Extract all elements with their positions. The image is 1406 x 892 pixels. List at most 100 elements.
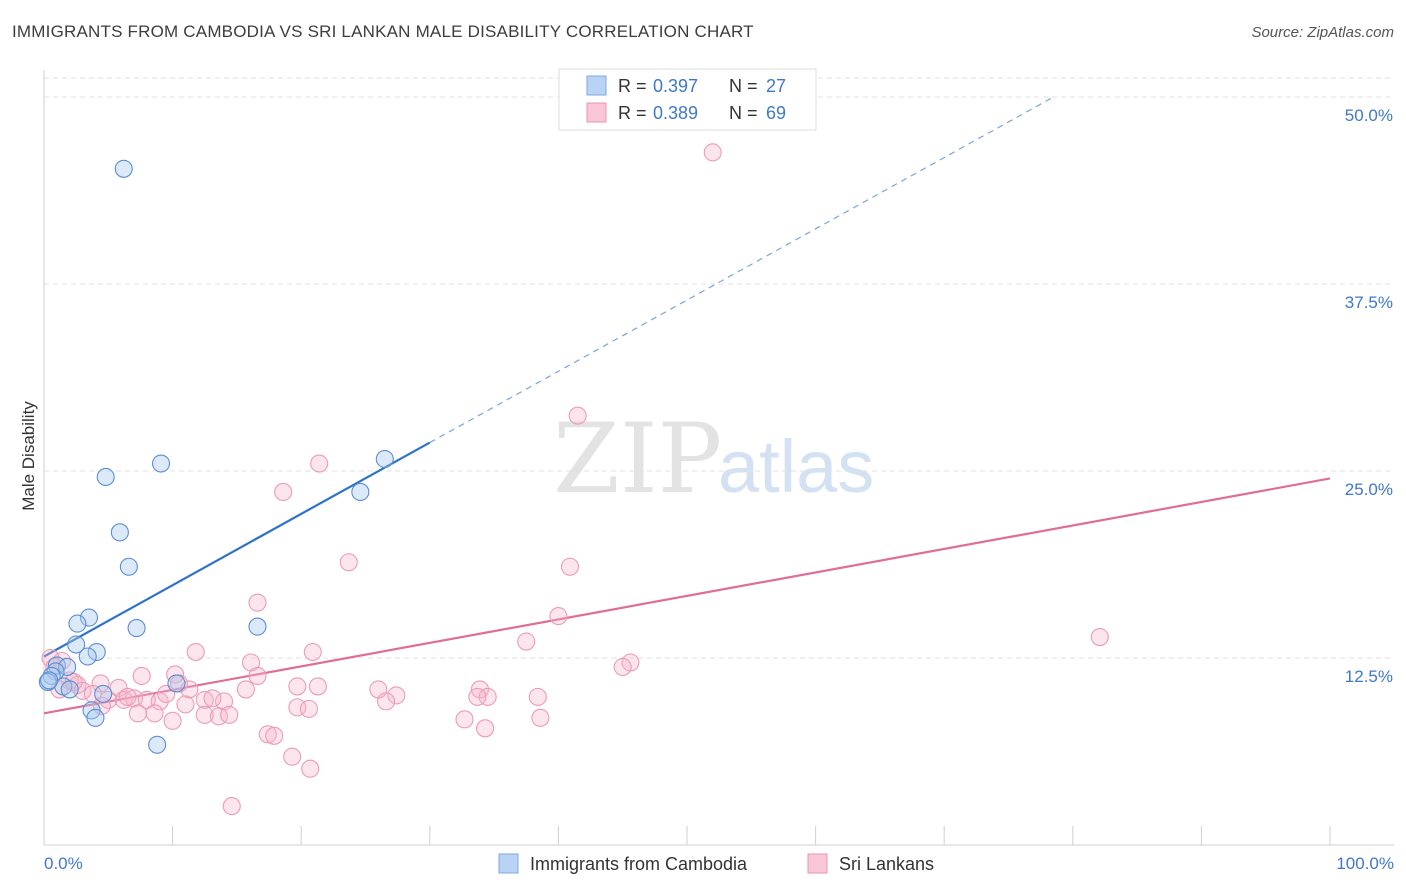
- grid-lines: [44, 77, 1394, 659]
- point-sri-lankans-18: [166, 665, 185, 684]
- trend-line-cambodia-extension: [429, 96, 1054, 444]
- point-sri-lankans-11: [303, 642, 322, 662]
- point-sri-lankans-0: [703, 143, 722, 162]
- point-sri-lankans-58: [476, 719, 495, 738]
- point-cambodia-10: [87, 642, 106, 662]
- legend-swatch-cambodia: [586, 75, 607, 96]
- point-sri-lankans-63: [222, 797, 241, 816]
- point-sri-lankans-19: [248, 666, 267, 686]
- legend-r-value-cambodia: 0.397: [653, 76, 698, 96]
- point-sri-lankans-47: [145, 704, 164, 723]
- x-tick-label-max: 100.0%: [1336, 854, 1394, 873]
- bottom-legend-label-sri-lankans: Sri Lankans: [839, 854, 934, 874]
- trend-lines: [43, 96, 1331, 715]
- point-sri-lankans-48: [195, 705, 214, 724]
- point-sri-lankans-4: [339, 553, 358, 572]
- y-tick-label-3: 50.0%: [1345, 106, 1393, 125]
- point-cambodia-5: [79, 608, 99, 627]
- point-sri-lankans-46: [128, 704, 147, 723]
- point-sri-lankans-26: [236, 680, 255, 699]
- legend-n-label-cambodia: N =: [729, 76, 758, 96]
- watermark-zip: ZIP: [553, 403, 722, 515]
- y-tick-labels: 12.5% 25.0% 37.5% 50.0%: [1345, 106, 1393, 686]
- point-sri-lankans-42: [176, 695, 195, 714]
- point-sri-lankans-53: [377, 692, 396, 711]
- point-cambodia-0: [114, 159, 133, 178]
- point-sri-lankans-51: [288, 698, 307, 717]
- bottom-legend-label-cambodia: Immigrants from Cambodia: [530, 854, 748, 874]
- point-sri-lankans-1: [568, 406, 587, 425]
- trend-line-sri-lankans: [43, 477, 1331, 715]
- y-tick-label-1: 25.0%: [1345, 480, 1393, 499]
- legend-r-value-sri-lankans: 0.389: [653, 103, 698, 123]
- legend-n-value-cambodia: 27: [766, 76, 786, 96]
- y-tick-label-0: 12.5%: [1345, 667, 1393, 686]
- legend-swatch-sri-lankans: [586, 102, 607, 123]
- point-sri-lankans-57: [163, 711, 182, 730]
- point-cambodia-24: [351, 482, 370, 501]
- point-sri-lankans-33: [528, 687, 547, 706]
- point-sri-lankans-13: [613, 657, 632, 677]
- point-sri-lankans-3: [274, 482, 293, 501]
- point-cambodia-13: [58, 657, 77, 677]
- point-cambodia-25: [375, 449, 394, 469]
- point-sri-lankans-62: [301, 759, 320, 778]
- legend-n-label-sri-lankans: N =: [729, 103, 758, 123]
- point-cambodia-7: [127, 619, 146, 638]
- point-cambodia-23: [148, 735, 167, 754]
- y-axis-title: Male Disability: [19, 401, 38, 511]
- point-sri-lankans-28: [308, 677, 327, 696]
- point-cambodia-16: [167, 674, 186, 693]
- point-sri-lankans-27: [288, 677, 307, 696]
- point-sri-lankans-16: [41, 648, 60, 668]
- point-sri-lankans-31: [470, 680, 490, 699]
- point-cambodia-11: [78, 647, 97, 666]
- point-sri-lankans-30: [387, 686, 406, 705]
- point-sri-lankans-50: [220, 705, 239, 724]
- point-sri-lankans-68: [203, 689, 222, 708]
- point-cambodia-22: [86, 708, 105, 727]
- series-cambodia: [38, 159, 394, 754]
- bottom-legend-swatch-sri-lankans: [807, 853, 828, 874]
- point-sri-lankans-56: [455, 710, 474, 729]
- point-cambodia-19: [94, 684, 113, 703]
- correlation-legend: R = 0.397 N = 27 R = 0.389 N = 69: [558, 68, 817, 131]
- point-sri-lankans-60: [265, 726, 284, 745]
- point-cambodia-6: [68, 614, 87, 633]
- point-sri-lankans-52: [299, 699, 318, 718]
- point-sri-lankans-61: [283, 747, 302, 766]
- point-cambodia-26: [40, 671, 59, 690]
- x-tick-label-min: 0.0%: [44, 854, 83, 873]
- point-cambodia-9: [67, 635, 86, 654]
- point-sri-lankans-54: [468, 687, 487, 706]
- point-sri-lankans-66: [118, 687, 137, 706]
- point-sri-lankans-41: [150, 692, 169, 711]
- point-cambodia-4: [119, 557, 138, 576]
- point-sri-lankans-2: [310, 454, 329, 473]
- point-cambodia-8: [248, 617, 267, 636]
- point-sri-lankans-17: [132, 666, 151, 686]
- source-label: Source: ZipAtlas.com: [1251, 24, 1394, 41]
- bottom-legend-swatch-cambodia: [498, 853, 519, 874]
- chart-title: IMMIGRANTS FROM CAMBODIA VS SRI LANKAN M…: [12, 22, 754, 41]
- point-sri-lankans-59: [258, 725, 277, 744]
- y-tick-label-2: 37.5%: [1345, 293, 1393, 312]
- point-sri-lankans-6: [248, 593, 267, 612]
- point-sri-lankans-10: [186, 642, 205, 662]
- point-sri-lankans-22: [91, 674, 110, 693]
- trend-line-cambodia: [43, 441, 431, 658]
- series-legend: Immigrants from Cambodia Sri Lankans: [498, 853, 934, 874]
- legend-r-label-cambodia: R =: [618, 76, 647, 96]
- point-sri-lankans-8: [1090, 628, 1109, 647]
- point-cambodia-18: [60, 680, 79, 699]
- point-sri-lankans-55: [531, 708, 550, 727]
- point-cambodia-2: [151, 454, 171, 473]
- point-sri-lankans-5: [549, 607, 568, 626]
- legend-n-value-sri-lankans: 69: [766, 103, 786, 123]
- point-sri-lankans-43: [195, 690, 214, 709]
- point-sri-lankans-9: [517, 632, 536, 651]
- watermark-atlas: atlas: [718, 425, 874, 508]
- x-axis-ticks: [43, 826, 1331, 845]
- legend-r-label-sri-lankans: R =: [618, 103, 647, 123]
